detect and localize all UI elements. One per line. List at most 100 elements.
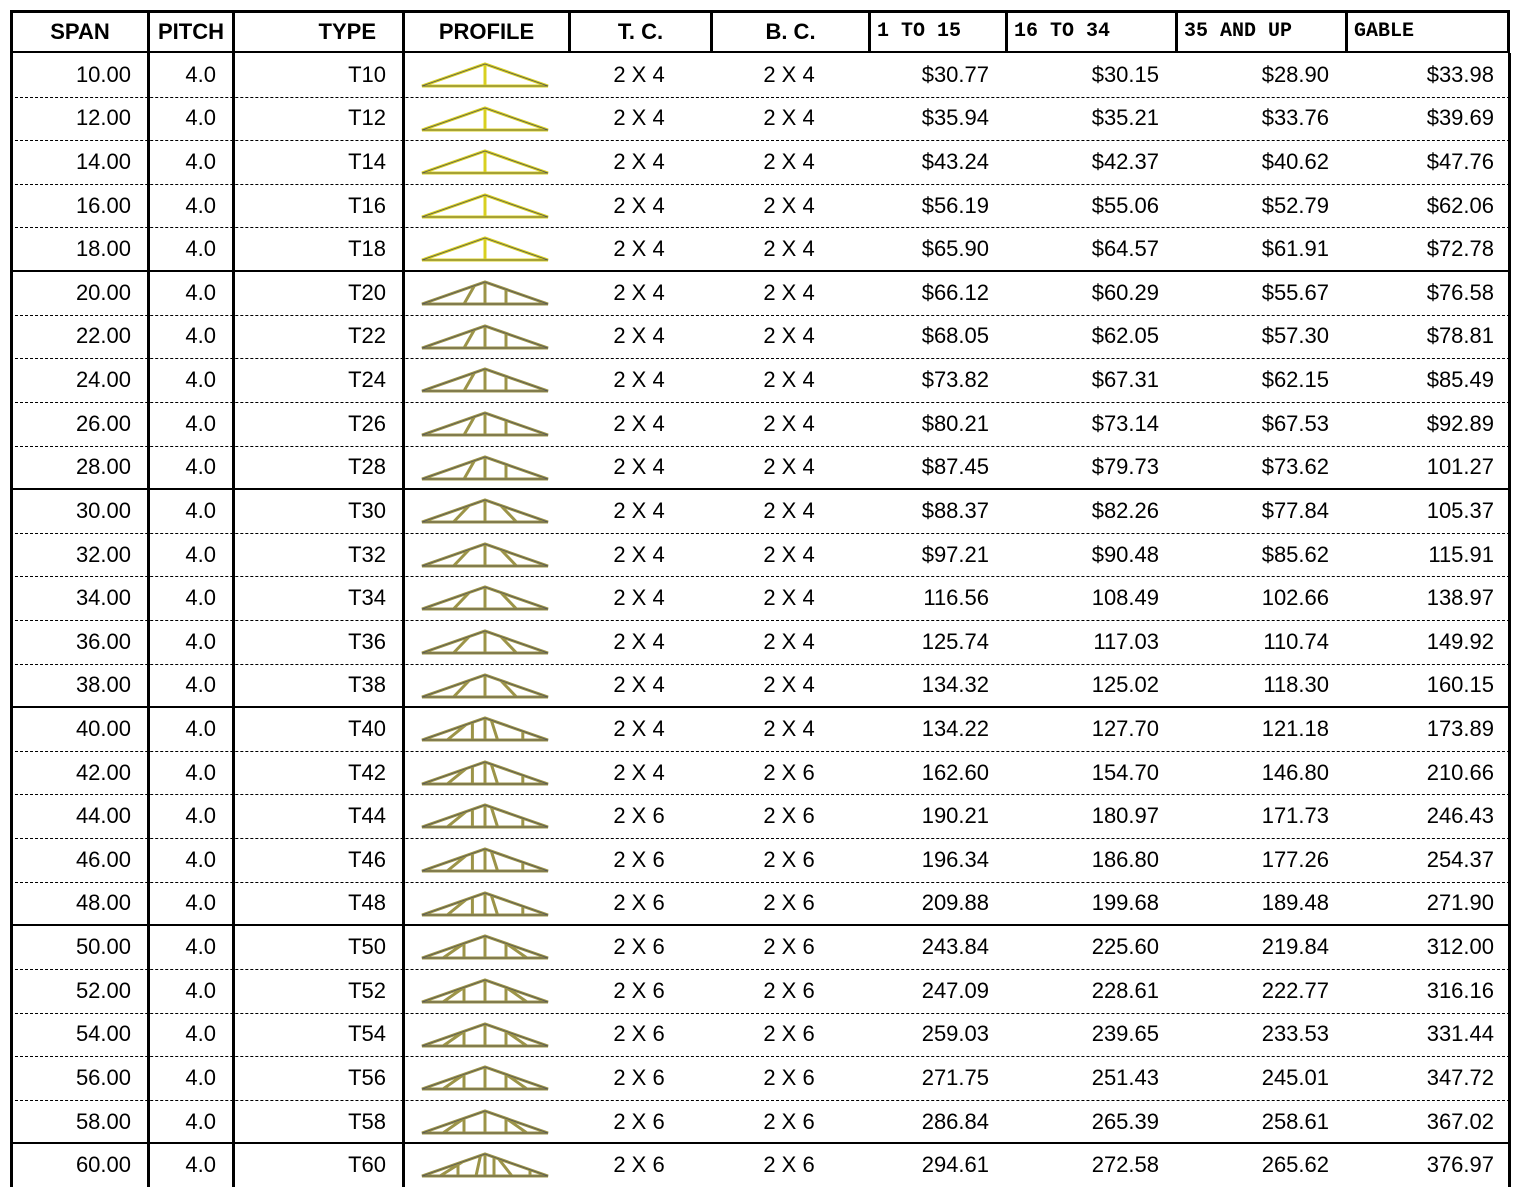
table-cell: 4.0	[147, 576, 232, 620]
table-cell: 4.0	[147, 140, 232, 184]
table-cell: $62.15	[1175, 358, 1345, 402]
header-cell: PITCH	[147, 10, 232, 53]
table-cell: T50	[232, 925, 402, 969]
table-cell: 115.91	[1345, 533, 1510, 577]
table-cell: 101.27	[1345, 446, 1510, 490]
table-cell: 16.00	[10, 184, 147, 228]
table-cell: 162.60	[868, 751, 1005, 795]
table-cell: 60.00	[10, 1143, 147, 1187]
table-cell: 225.60	[1005, 925, 1175, 969]
table-cell: 233.53	[1175, 1013, 1345, 1057]
table-cell: $97.21	[868, 533, 1005, 577]
table-cell: T54	[232, 1013, 402, 1057]
table-cell: 228.61	[1005, 969, 1175, 1013]
table-cell: 2 X 6	[568, 1100, 710, 1144]
table-cell: 117.03	[1005, 620, 1175, 664]
table-cell: 4.0	[147, 53, 232, 97]
table-cell: T44	[232, 794, 402, 838]
table-cell: $42.37	[1005, 140, 1175, 184]
table-cell: T16	[232, 184, 402, 228]
column-divider	[1508, 53, 1511, 1187]
table-cell: $33.76	[1175, 97, 1345, 141]
truss-profile	[420, 976, 550, 1006]
table-cell: 2 X 4	[710, 489, 868, 533]
table-cell: T40	[232, 707, 402, 751]
table-cell: $73.62	[1175, 446, 1345, 490]
table-cell: 2 X 4	[710, 576, 868, 620]
table-cell: 2 X 4	[568, 576, 710, 620]
table-cell: 36.00	[10, 620, 147, 664]
table-cell: 24.00	[10, 358, 147, 402]
table-cell: 4.0	[147, 402, 232, 446]
table-cell: 54.00	[10, 1013, 147, 1057]
table-cell: $76.58	[1345, 271, 1510, 315]
table-cell: 18.00	[10, 227, 147, 271]
truss-profile	[420, 540, 550, 570]
table-cell: 2 X 6	[568, 1143, 710, 1187]
table-cell: T60	[232, 1143, 402, 1187]
table-cell: $33.98	[1345, 53, 1510, 97]
table-cell: 10.00	[10, 53, 147, 97]
table-cell: 2 X 6	[710, 751, 868, 795]
table-cell: 4.0	[147, 707, 232, 751]
table-cell: $88.37	[868, 489, 1005, 533]
table-cell: 127.70	[1005, 707, 1175, 751]
table-cell: $64.57	[1005, 227, 1175, 271]
table-cell: 146.80	[1175, 751, 1345, 795]
table-cell: 245.01	[1175, 1056, 1345, 1100]
table-cell: 2 X 4	[710, 446, 868, 490]
truss-profile	[420, 496, 550, 526]
table-cell: 56.00	[10, 1056, 147, 1100]
table-cell: 2 X 4	[710, 53, 868, 97]
table-cell: 125.74	[868, 620, 1005, 664]
table-cell: 2 X 4	[568, 184, 710, 228]
table-cell: 2 X 4	[568, 271, 710, 315]
table-cell: 26.00	[10, 402, 147, 446]
table-cell: 116.56	[868, 576, 1005, 620]
table-cell: 121.18	[1175, 707, 1345, 751]
header-cell: 16 TO 34	[1005, 10, 1175, 53]
table-cell: $55.67	[1175, 271, 1345, 315]
table-cell: 2 X 4	[568, 53, 710, 97]
table-cell: 2 X 6	[710, 925, 868, 969]
table-cell: 32.00	[10, 533, 147, 577]
table-cell: $92.89	[1345, 402, 1510, 446]
table-cell: 110.74	[1175, 620, 1345, 664]
table-cell: $80.21	[868, 402, 1005, 446]
truss-profile	[420, 801, 550, 831]
table-cell: $43.24	[868, 140, 1005, 184]
table-cell: 2 X 4	[568, 315, 710, 359]
table-cell: 30.00	[10, 489, 147, 533]
truss-profile	[420, 1150, 550, 1180]
table-cell: $35.94	[868, 97, 1005, 141]
table-cell: 2 X 4	[568, 140, 710, 184]
table-cell: T28	[232, 446, 402, 490]
table-cell: $62.05	[1005, 315, 1175, 359]
table-cell: $72.78	[1345, 227, 1510, 271]
table-cell: $35.21	[1005, 97, 1175, 141]
table-cell: 2 X 4	[710, 664, 868, 708]
truss-profile	[420, 278, 550, 308]
table-cell: 2 X 6	[710, 794, 868, 838]
column-divider	[147, 53, 150, 1187]
table-cell: 4.0	[147, 358, 232, 402]
table-cell: 4.0	[147, 925, 232, 969]
table-cell: 196.34	[868, 838, 1005, 882]
table-cell: 2 X 4	[710, 184, 868, 228]
table-cell: 331.44	[1345, 1013, 1510, 1057]
table-cell: 2 X 4	[568, 751, 710, 795]
table-cell: 4.0	[147, 620, 232, 664]
table-cell: 189.48	[1175, 882, 1345, 926]
table-cell: 367.02	[1345, 1100, 1510, 1144]
truss-profile	[420, 671, 550, 701]
table-cell: $73.14	[1005, 402, 1175, 446]
table-cell: $28.90	[1175, 53, 1345, 97]
table-cell: T52	[232, 969, 402, 1013]
table-cell: 199.68	[1005, 882, 1175, 926]
truss-profile	[420, 147, 550, 177]
table-cell: T30	[232, 489, 402, 533]
table-cell: $82.26	[1005, 489, 1175, 533]
table-cell: 2 X 4	[710, 315, 868, 359]
table-cell: 4.0	[147, 969, 232, 1013]
table-cell: $87.45	[868, 446, 1005, 490]
